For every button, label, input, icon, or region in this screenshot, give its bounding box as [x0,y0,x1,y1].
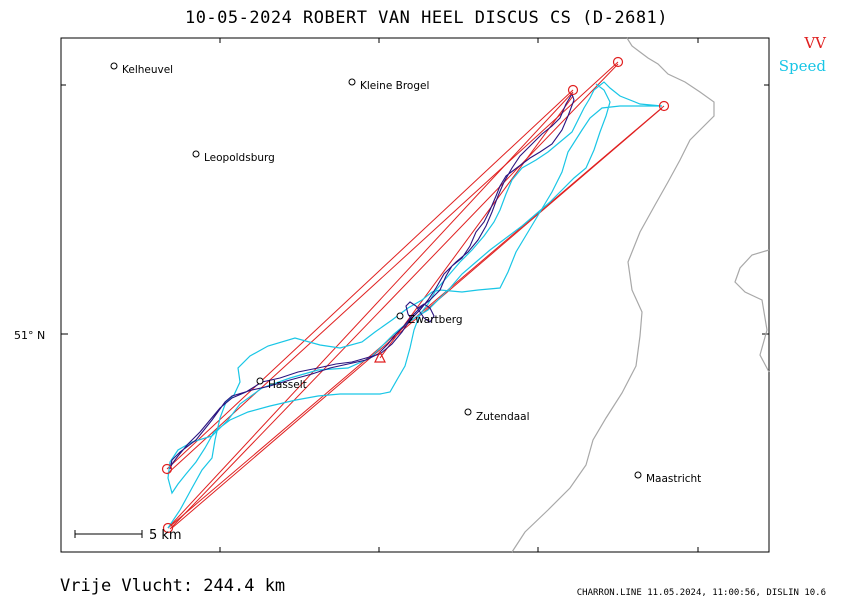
place-label-kelheuvel: Kelheuvel [122,64,173,76]
scale-bar: 5 km [74,528,182,543]
place-label-zutendaal: Zutendaal [476,411,530,423]
map-title: 10-05-2024 ROBERT VAN HEEL DISCUS CS (D-… [184,8,669,28]
place-label-leopoldsburg: Leopoldsburg [204,152,275,164]
takeoff-triangle [374,350,386,363]
turnpoint-start [161,463,173,475]
turnpoint-1 [567,84,579,96]
flight-track [169,92,575,470]
turnpoint-3 [658,100,670,112]
axis-ticks [61,38,769,552]
place-marker-leopoldsburg [192,150,200,158]
lat-label: 51° N [14,329,45,342]
speed-track [167,81,663,529]
place-marker-zutendaal [464,408,472,416]
place-label-kleine-brogel: Kleine Brogel [360,80,429,92]
distance-readout: Vrije Vlucht: 244.4 km [60,576,286,596]
place-label-zwartberg: Zwartberg [408,314,463,326]
place-marker-hasselt [256,377,264,385]
turnpoints [161,56,670,534]
legend-speed: Speed [778,57,826,75]
task-legs [166,61,665,530]
place-label-hasselt: Hasselt [268,379,307,391]
place-marker-zwartberg [396,312,404,320]
place-marker-maastricht [634,471,642,479]
plot-frame [60,37,770,553]
turnpoint-2 [612,56,624,68]
country-border-east [734,249,770,373]
country-border [511,37,715,553]
turnpoint-4 [162,522,174,534]
place-markers [110,62,642,479]
file-info: CHARRON.LINE 11.05.2024, 11:00:56, DISLI… [576,588,826,598]
scale-label: 5 km [149,528,182,543]
place-label-maastricht: Maastricht [646,473,701,485]
place-labels: Kelheuvel Kleine Brogel Leopoldsburg Has… [122,64,701,485]
place-marker-kleine-brogel [348,78,356,86]
legend-vv: VV [804,34,826,52]
place-marker-kelheuvel [110,62,118,70]
